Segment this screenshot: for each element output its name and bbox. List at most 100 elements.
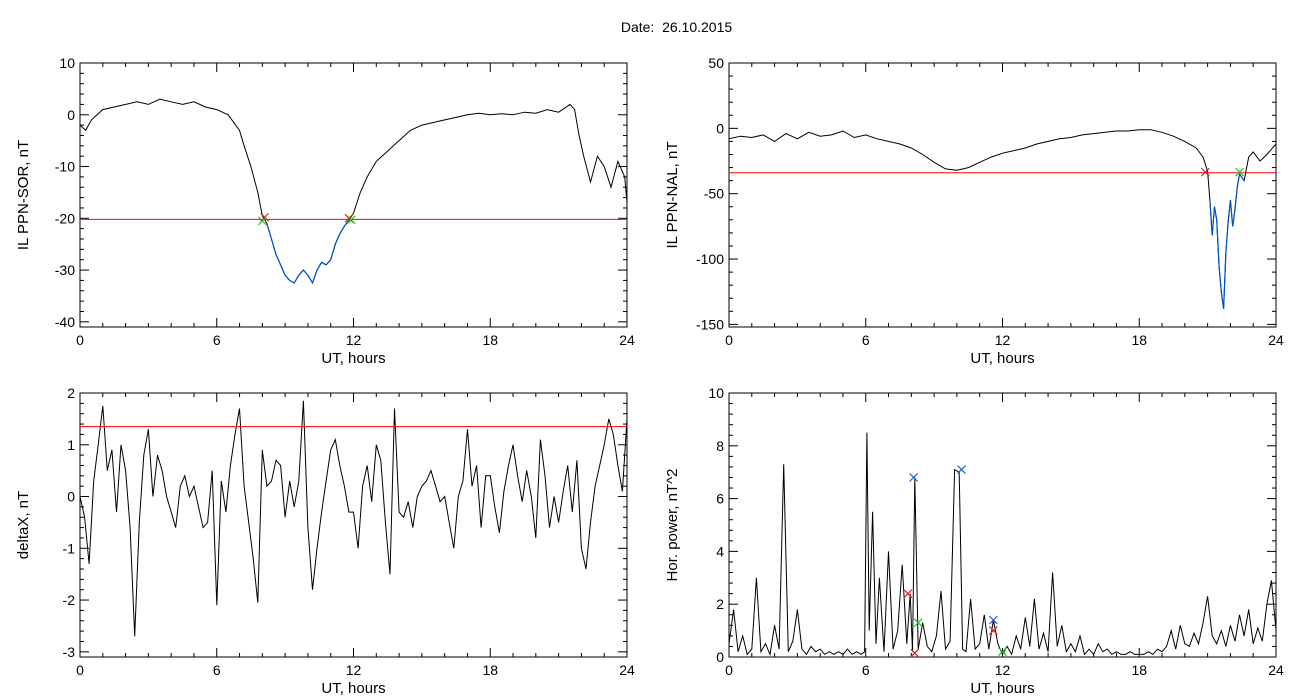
y-tick-label: 0: [716, 649, 724, 665]
marker-x-red: [988, 626, 998, 636]
x-tick-label: 0: [76, 662, 84, 678]
series-segment-below-threshold: [316, 261, 323, 271]
y-tick-label: -150: [696, 316, 724, 332]
series-segment-below-threshold: [1209, 200, 1213, 236]
y-tick-label: 2: [67, 385, 75, 401]
series-segment-below-threshold: [1225, 222, 1229, 253]
series-segment-below-threshold: [1213, 206, 1218, 220]
x-tick-label: 18: [482, 332, 498, 348]
panel-il-nal: 0 6 12 18 24 -150 -100 -50 0 50 UT, hours IL PPN-NA…: [664, 55, 1284, 367]
marker-stroke: [257, 216, 267, 226]
marker-stroke: [998, 647, 1007, 657]
y-tick-label: -100: [696, 251, 724, 267]
marker-x-red: [903, 589, 913, 599]
x-tick-label: 6: [213, 662, 221, 678]
series-line: [729, 129, 1276, 309]
series-segment-below-threshold: [298, 269, 304, 276]
series-segment-below-threshold: [1234, 187, 1238, 210]
y-axis-label: IL PPN-SOR, nT: [15, 140, 32, 250]
y-tick-label: -3: [63, 644, 76, 660]
series-segment-below-threshold: [1218, 265, 1222, 292]
marker-x-green: [1235, 167, 1244, 177]
series-segment-below-threshold: [1232, 209, 1236, 227]
y-tick-label: 10: [59, 55, 75, 71]
y-axis-label: IL PPN-NAL, nT: [664, 142, 681, 249]
series-segment-below-threshold: [302, 269, 309, 276]
x-tick-label: 12: [346, 662, 362, 678]
series-segment-below-threshold: [289, 279, 295, 284]
series-segment-below-threshold: [1222, 252, 1227, 309]
x-tick-label: 12: [346, 332, 362, 348]
series-segment-below-threshold: [343, 219, 350, 227]
y-tick-label: 4: [716, 543, 724, 559]
x-tick-label: 18: [1131, 332, 1147, 348]
series-segment-below-threshold: [307, 274, 313, 284]
marker-stroke: [957, 465, 966, 474]
series-segment-below-threshold: [284, 274, 291, 281]
y-tick-label: 0: [716, 120, 724, 136]
marker-x-blue: [909, 473, 919, 482]
series-segment-below-threshold: [293, 274, 300, 284]
series-segment-below-threshold: [1211, 206, 1216, 236]
x-axis-label: UT, hours: [321, 350, 385, 367]
marker-stroke: [910, 648, 920, 658]
y-tick-label: -2: [63, 592, 76, 608]
marker-stroke: [903, 589, 913, 599]
series-segment-below-threshold: [330, 244, 336, 260]
page-title: Date: 26.10.2015: [620, 19, 733, 35]
x-tick-label: 6: [862, 332, 870, 348]
marker-x-blue: [988, 615, 998, 625]
x-tick-label: 12: [995, 332, 1011, 348]
x-tick-label: 24: [619, 332, 635, 348]
marker-x-green: [998, 647, 1007, 657]
x-tick-label: 6: [213, 332, 221, 348]
x-tick-label: 0: [725, 662, 733, 678]
series-segment-below-threshold: [1216, 219, 1220, 266]
y-tick-label: 8: [716, 438, 724, 454]
marker-x-blue: [957, 465, 966, 474]
x-tick-label: 0: [725, 332, 733, 348]
plot-frame: [79, 392, 628, 658]
x-axis-label: UT, hours: [321, 680, 385, 697]
series-segment-below-threshold: [1236, 173, 1241, 188]
plot-frame: [728, 62, 1277, 328]
y-tick-label: 6: [716, 491, 724, 507]
series-segment-below-threshold: [1239, 173, 1245, 181]
x-tick-label: 0: [76, 332, 84, 348]
series-segment-below-threshold: [266, 223, 273, 240]
marker-x-green: [257, 216, 267, 226]
plot-frame: [728, 392, 1277, 658]
series-segment-below-threshold: [275, 254, 282, 266]
marker-x-green: [346, 215, 356, 225]
marker-x-red: [1200, 167, 1210, 177]
series-segment-below-threshold: [270, 238, 277, 255]
y-tick-label: 50: [708, 55, 724, 71]
x-tick-label: 24: [1268, 662, 1284, 678]
series-line: [729, 432, 1276, 657]
series-segment-below-threshold: [1229, 200, 1234, 227]
y-tick-label: 0: [67, 107, 75, 123]
series-segment-below-threshold: [334, 233, 341, 245]
marker-stroke: [346, 215, 356, 225]
y-tick-label: 10: [708, 385, 724, 401]
series-line: [80, 98, 627, 285]
y-tick-label: -50: [704, 186, 724, 202]
plot-frame: [79, 62, 628, 328]
y-axis-label: deltaX, nT: [15, 491, 32, 559]
series-segment-below-threshold: [1227, 200, 1232, 223]
marker-stroke: [909, 473, 919, 482]
series-line: [80, 400, 627, 637]
series-segment-below-threshold: [280, 264, 286, 276]
x-tick-label: 18: [482, 662, 498, 678]
series-segment-below-threshold: [311, 269, 318, 284]
y-tick-label: 1: [67, 437, 75, 453]
x-tick-label: 12: [995, 662, 1011, 678]
marker-x-green: [913, 618, 923, 628]
x-tick-label: 18: [1131, 662, 1147, 678]
series-segment-below-threshold: [325, 259, 332, 266]
x-axis-label: UT, hours: [970, 680, 1034, 697]
x-axis-label: UT, hours: [970, 350, 1034, 367]
